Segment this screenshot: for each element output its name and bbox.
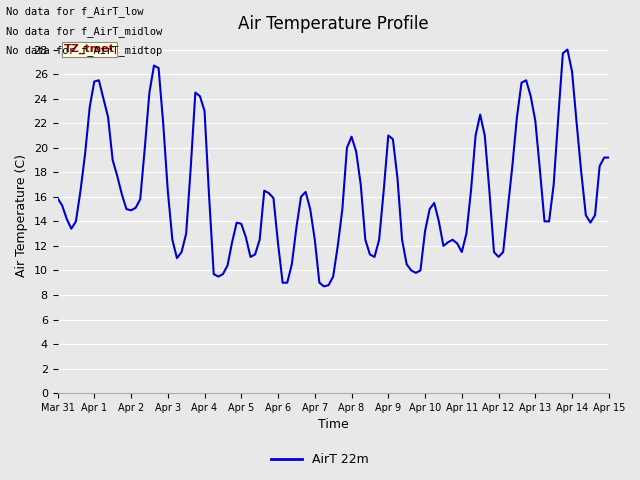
Y-axis label: Air Temperature (C): Air Temperature (C) [15, 154, 28, 277]
Legend: AirT 22m: AirT 22m [266, 448, 374, 471]
Text: TZ_tmet: TZ_tmet [64, 44, 115, 54]
Text: No data for f_AirT_midlow: No data for f_AirT_midlow [6, 25, 163, 36]
Text: No data for f_AirT_low: No data for f_AirT_low [6, 6, 144, 17]
Text: No data for f_AirT_midtop: No data for f_AirT_midtop [6, 45, 163, 56]
X-axis label: Time: Time [318, 419, 349, 432]
Title: Air Temperature Profile: Air Temperature Profile [238, 15, 429, 33]
